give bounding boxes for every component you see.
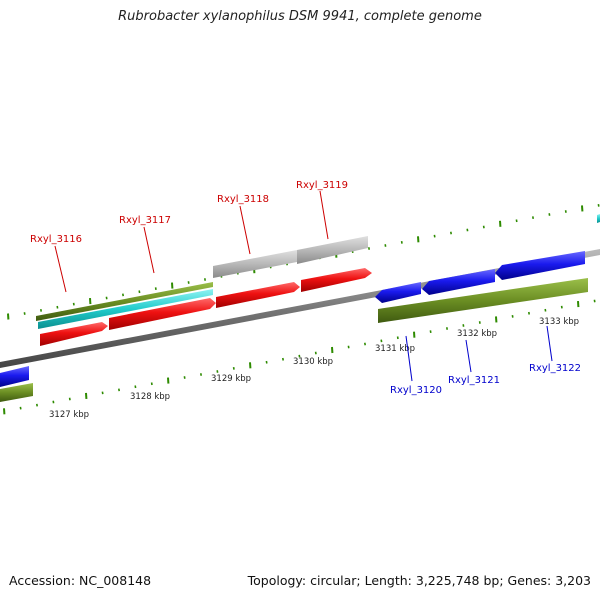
label-leader-line <box>143 226 155 274</box>
label-leader-line <box>54 245 67 293</box>
label-leader-line <box>465 339 472 373</box>
reverse-gene-labels <box>405 325 553 382</box>
scale-label: 3127 kbp <box>49 410 89 420</box>
scale-label: 3130 kbp <box>293 357 333 367</box>
scale-label: 3131 kbp <box>375 344 415 354</box>
pseudo-band <box>297 236 368 264</box>
scale-label: 3129 kbp <box>211 374 251 384</box>
scale-label: 3133 kbp <box>539 317 579 327</box>
cds-arrow-forward <box>40 322 108 346</box>
cds-arrow-forward <box>216 282 300 308</box>
cds-arrow-reverse <box>495 251 585 280</box>
gene-label-rxyl-3118: Rxyl_3118 <box>217 194 269 205</box>
pseudo-band <box>213 250 297 278</box>
label-leader-line <box>239 205 251 255</box>
gene-band <box>36 282 213 321</box>
gene-band <box>0 383 33 402</box>
label-leader-line <box>546 325 553 362</box>
cds-arrow-reverse <box>375 282 421 303</box>
gene-label-rxyl-3122: Rxyl_3122 <box>529 363 581 374</box>
forward-gene-labels <box>54 190 329 293</box>
genome-stats-text: Topology: circular; Length: 3,225,748 bp… <box>247 573 591 588</box>
lower-tick-track <box>3 299 596 415</box>
gene-label-rxyl-3121: Rxyl_3121 <box>448 375 500 386</box>
gene-label-rxyl-3116: Rxyl_3116 <box>30 234 82 245</box>
rna-band <box>597 214 600 223</box>
accession-text: Accession: NC_008148 <box>9 573 152 588</box>
scale-label: 3128 kbp <box>130 392 170 402</box>
gene-label-rxyl-3120: Rxyl_3120 <box>390 385 442 396</box>
label-leader-line <box>319 190 329 240</box>
cds-arrow-reverse <box>0 366 29 387</box>
scale-label: 3132 kbp <box>457 329 497 339</box>
cds-arrow-forward <box>301 268 372 292</box>
gene-label-rxyl-3119: Rxyl_3119 <box>296 180 348 191</box>
rna-band <box>38 289 213 329</box>
scale-labels: 3127 kbp 3128 kbp 3129 kbp 3130 kbp 3131… <box>49 317 579 420</box>
cds-arrow-forward <box>109 298 216 330</box>
cds-arrow-reverse <box>422 269 495 295</box>
gene-band <box>378 278 588 323</box>
label-leader-line <box>405 335 413 382</box>
gene-label-rxyl-3117: Rxyl_3117 <box>119 215 171 226</box>
genome-title: Rubrobacter xylanophilus DSM 9941, compl… <box>118 9 482 24</box>
